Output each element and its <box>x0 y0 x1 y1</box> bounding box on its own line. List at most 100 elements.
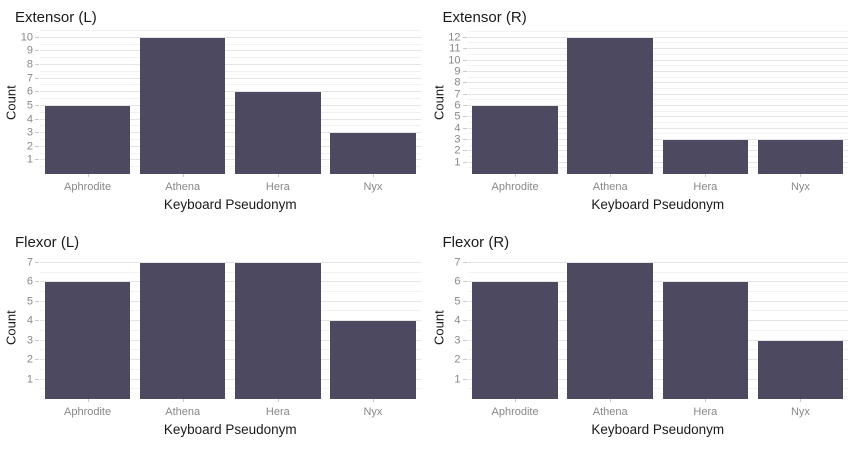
y-tick-mark <box>35 159 39 161</box>
plot-panel <box>467 31 848 174</box>
x-tick-mark <box>277 399 279 402</box>
bar-slot <box>135 256 230 399</box>
x-tick-slot: Nyx <box>325 399 420 419</box>
gridline-minor <box>467 368 848 370</box>
y-tick-label: 6 <box>454 99 461 112</box>
y-tick-label: 7 <box>26 72 33 85</box>
y-tick-label: 1 <box>26 373 33 386</box>
gridline-minor <box>467 155 848 157</box>
bar-hera <box>235 262 321 399</box>
y-axis-title: Count <box>431 310 446 345</box>
gridline-minor <box>467 31 848 33</box>
gridline-major <box>40 339 421 341</box>
y-axis: 1 2 3 4 5 6 7 <box>18 256 40 399</box>
bar-slot <box>135 31 230 174</box>
y-tick-mark <box>462 339 467 341</box>
x-tick-label: Athena <box>165 405 201 418</box>
gridline-major <box>467 378 848 380</box>
gridline-major <box>467 93 848 95</box>
x-tick-mark <box>277 174 279 177</box>
x-tick-mark <box>182 174 184 177</box>
plot-area: Count 1 2 3 4 5 6 7 Aphrodite Athena Hera Nyx Keyboa… <box>4 256 421 441</box>
x-tick-label: Athena <box>592 405 628 418</box>
gridline-major <box>467 359 848 361</box>
y-tick-label: 2 <box>454 144 461 157</box>
y-tick-mark <box>462 261 467 263</box>
gridline-minor <box>467 110 848 112</box>
plot-panel <box>40 256 421 399</box>
x-tick-slot: Aphrodite <box>40 174 135 194</box>
x-axis-title: Keyboard Pseudonym <box>591 422 725 437</box>
gridline-minor <box>40 291 421 292</box>
gridline-major <box>467 161 848 163</box>
bar-nyx <box>757 340 844 399</box>
gridline-minor <box>40 98 421 100</box>
gridline-minor <box>467 65 848 67</box>
plot-area: Count 1 2 3 4 5 6 7 Aphrodite Athena Hera Nyx Keyboa… <box>431 256 849 441</box>
gridline-major <box>40 378 421 380</box>
gridline-minor <box>40 30 421 31</box>
bar-slot <box>658 256 753 399</box>
x-tick-mark <box>87 399 89 402</box>
y-tick-mark <box>462 300 467 302</box>
chart-title: Flexor (L) <box>15 234 80 251</box>
x-tick-slot: Athena <box>563 174 658 194</box>
gridline-minor <box>40 329 421 331</box>
x-tick-slot: Hera <box>658 174 753 194</box>
x-tick-mark <box>800 174 802 177</box>
bar-hera <box>662 139 749 174</box>
bar-nyx <box>330 321 416 399</box>
gridline-major <box>40 118 421 120</box>
plot-panel <box>467 256 849 399</box>
y-tick-label: 1 <box>454 373 461 386</box>
x-tick-mark <box>182 399 184 402</box>
x-tick-label: Nyx <box>363 405 383 418</box>
gridline-major <box>467 320 848 322</box>
chart-title: Extensor (R) <box>442 9 527 26</box>
y-tick-label: 6 <box>26 275 33 288</box>
bars <box>40 256 421 399</box>
gridline-major <box>467 116 848 118</box>
y-tick-mark <box>462 116 467 118</box>
chart-title: Flexor (R) <box>442 234 510 251</box>
y-tick-mark <box>35 36 39 38</box>
y-tick-mark <box>35 118 39 120</box>
gridline-minor <box>40 368 421 370</box>
y-tick-mark <box>462 359 467 361</box>
y-tick-label: 2 <box>26 140 33 153</box>
y-tick-mark <box>35 50 39 52</box>
x-axis: Aphrodite Athena Hera Nyx <box>468 174 849 194</box>
x-tick-label: Athena <box>165 180 201 193</box>
bar-slot <box>230 31 325 174</box>
y-tick-label: 5 <box>454 110 461 123</box>
y-tick-mark <box>35 132 39 134</box>
bars <box>40 31 421 174</box>
x-tick-mark <box>610 399 612 402</box>
x-tick-slot: Athena <box>563 399 658 419</box>
bars <box>468 256 849 399</box>
y-tick-label: 7 <box>454 256 461 269</box>
x-tick-label: Hera <box>693 405 718 418</box>
y-tick-mark <box>462 36 467 38</box>
y-tick-label: 1 <box>454 156 461 169</box>
gridline-major <box>40 159 421 161</box>
y-tick-mark <box>35 281 39 283</box>
gridline-major <box>467 82 848 84</box>
chart-flexor-right: Flexor (R) Count 1 2 3 4 5 6 7 Aphrodite Athena Her… <box>428 225 855 450</box>
x-tick-label: Hera <box>265 405 290 418</box>
y-axis-title: Count <box>431 85 446 120</box>
y-axis-title: Count <box>3 310 19 345</box>
x-tick-slot: Athena <box>135 174 230 194</box>
bar-athena <box>567 262 653 399</box>
y-tick-mark <box>462 59 467 61</box>
x-tick-label: Hera <box>693 180 718 193</box>
y-tick-mark <box>35 64 39 66</box>
y-tick-label: 3 <box>454 334 461 347</box>
y-tick-label: 2 <box>26 353 33 366</box>
y-tick-label: 11 <box>449 42 461 55</box>
y-tick-label: 2 <box>454 353 461 366</box>
gridline-minor <box>40 388 421 390</box>
bar-slot <box>563 256 658 399</box>
chart-extensor-left: Extensor (L) Count 1 2 3 4 5 6 7 8 9 10 Aphrodite Ath… <box>0 0 428 225</box>
gridline-major <box>467 127 848 129</box>
